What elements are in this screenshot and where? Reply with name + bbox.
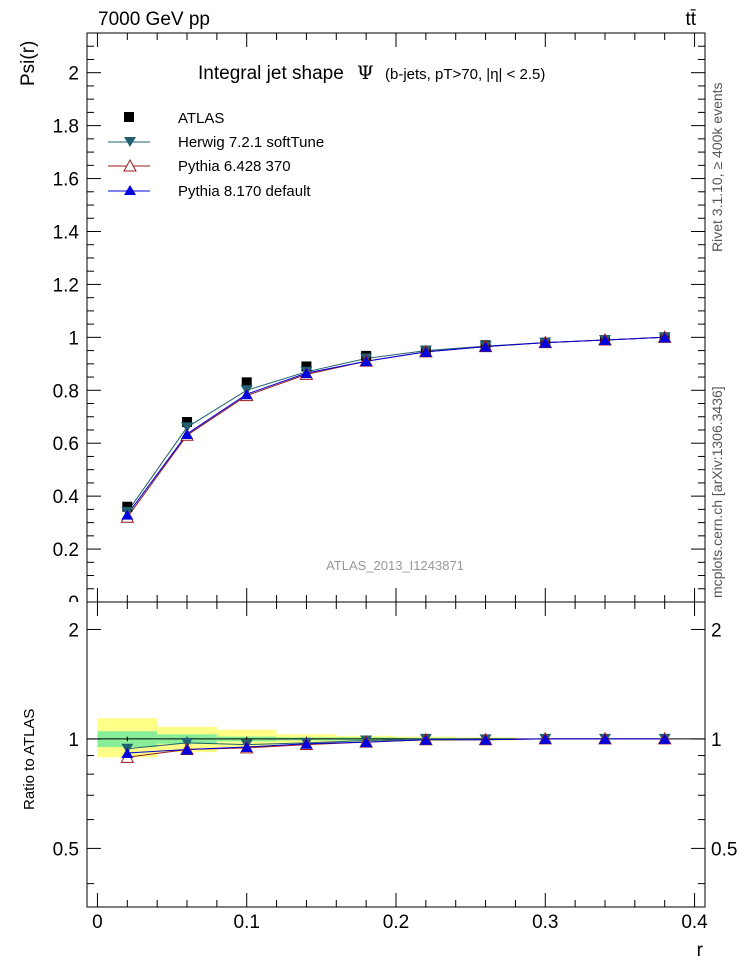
ratio-point-pythia-8-170-default — [181, 744, 194, 755]
main-point-pythia-8-170-default — [181, 428, 194, 439]
ratio-y-tick-label-left: 1 — [68, 730, 79, 751]
ratio-y-ticks: 0.5 0.5 1 1 2 2 — [53, 620, 737, 885]
analysis-watermark: ATLAS_2013_I1243871 — [326, 558, 464, 573]
main-point-pythia-8-170-default — [539, 337, 552, 348]
ratio-point-pythia-8-170-default — [598, 733, 611, 744]
main-x-ticks — [96, 33, 696, 602]
main-y-tick-label: 1.6 — [53, 170, 79, 191]
main-line-pythia-6-428-370 — [126, 336, 665, 518]
process-label: tt̄ — [685, 9, 696, 30]
main-point-herwig-7-2-1-softtune — [181, 422, 194, 433]
main-y-tick-label: 0.2 — [53, 540, 79, 561]
ratio-y-tick-label-right: 0.5 — [711, 839, 737, 860]
main-point-pythia-8-170-default — [658, 332, 671, 343]
x-tick-label: 0.3 — [532, 912, 558, 933]
main-point-pythia-8-170-default — [121, 509, 134, 520]
x-tick-label: 0.1 — [234, 912, 260, 933]
main-point-atlas — [241, 377, 252, 388]
x-axis-label: r — [697, 940, 704, 961]
plot-title: Integral jet shape Ψ (b-jets, pT>70, |η|… — [198, 62, 545, 84]
ratio-point-pythia-8-170-default — [240, 742, 253, 753]
plot-title-main: Integral jet shape — [198, 63, 344, 84]
main-point-pythia-8-170-default — [419, 346, 432, 357]
legend-marker-herwig — [124, 137, 136, 147]
plot-title-detail: (b-jets, pT>70, |η| < 2.5) — [385, 66, 545, 83]
legend-label-pythia8: Pythia 8.170 default — [178, 183, 311, 200]
ratio-y-tick-label-left: 0.5 — [53, 839, 79, 860]
ratio-y-tick-label-right: 2 — [711, 620, 722, 641]
plot-title-symbol: Ψ — [357, 62, 374, 84]
main-point-pythia-8-170-default — [300, 368, 313, 379]
ratio-point-pythia-8-170-default — [479, 734, 492, 745]
main-y-tick-label: 2 — [68, 64, 79, 85]
main-y-axis-label: Psi(r) — [18, 41, 39, 86]
main-plot: 0.2 0.4 0.6 0.8 1 1.2 1.4 1.6 1.8 2 0 Psi(r) Integ… — [18, 32, 706, 614]
ratio-line-pythia-8-170-default — [127, 738, 665, 754]
ratio-y-tick-label-right: 1 — [711, 730, 722, 751]
main-y-tick-label: 1.4 — [53, 222, 80, 243]
source-label: mcplots.cern.ch [arXiv:1306.3436] — [709, 386, 725, 598]
x-tick-label: 0.4 — [681, 912, 708, 933]
main-y-tick-label: 0.8 — [53, 381, 79, 402]
ratio-y-axis-label: Ratio to ATLAS — [21, 709, 38, 810]
main-markers — [120, 330, 672, 523]
main-point-pythia-8-170-default — [598, 334, 611, 345]
main-y-tick-label: 1.2 — [53, 275, 79, 296]
main-y-tick-label: 0 — [68, 593, 79, 614]
ratio-point-pythia-8-170-default — [658, 733, 671, 744]
main-line-pythia-8-170-default — [126, 336, 665, 515]
ratio-point-pythia-8-170-default — [360, 737, 373, 748]
rivet-label: Rivet 3.1.10, ≥ 400k events — [709, 82, 725, 252]
ratio-plot-frame — [86, 601, 706, 908]
main-y-ticks: 0.2 0.4 0.6 0.8 1 1.2 1.4 1.6 1.8 2 0 — [53, 32, 705, 614]
main-y-tick-label: 1 — [68, 328, 79, 349]
main-point-pythia-8-170-default — [240, 389, 253, 400]
main-point-pythia-8-170-default — [479, 341, 492, 352]
main-point-atlas — [301, 361, 312, 372]
ratio-point-pythia-8-170-default — [419, 734, 432, 745]
ratio-x-ticks: 0 0.1 0.2 0.3 0.4 — [92, 602, 708, 933]
ratio-y-tick-label-left: 2 — [68, 620, 79, 641]
energy-label: 7000 GeV pp — [98, 9, 210, 30]
main-point-atlas — [122, 501, 133, 512]
ratio-plot: 0.5 0.51 12 2 0 0.1 0.2 0.3 0.4 Ratio to ATLAS … — [21, 601, 737, 961]
legend-marker-pythia8 — [124, 185, 136, 195]
x-tick-label: 0.2 — [383, 912, 409, 933]
ratio-lines — [127, 738, 665, 758]
ratio-point-pythia-8-170-default — [539, 733, 552, 744]
legend-label-herwig: Herwig 7.2.1 softTune — [178, 134, 324, 151]
legend-label-pythia6: Pythia 6.428 370 — [178, 158, 291, 175]
main-line-herwig-7-2-1-softtune — [126, 336, 665, 513]
main-y-tick-label: 1.8 — [53, 117, 79, 138]
main-point-pythia-8-170-default — [360, 356, 373, 367]
main-point-atlas — [182, 417, 193, 428]
main-y-tick-label: 0.6 — [53, 434, 79, 455]
main-lines — [126, 336, 665, 518]
legend: ATLAS Herwig 7.2.1 softTune Pythia 6.428… — [108, 110, 324, 200]
main-y-tick-label: 0.4 — [53, 487, 80, 508]
x-tick-label: 0 — [92, 912, 103, 933]
legend-label-atlas: ATLAS — [178, 110, 224, 127]
legend-marker-atlas — [124, 112, 134, 122]
ratio-point-pythia-8-170-default — [121, 747, 134, 758]
legend-marker-pythia6 — [123, 158, 137, 172]
ratio-markers — [120, 731, 672, 763]
ratio-point-pythia-8-170-default — [300, 738, 313, 749]
